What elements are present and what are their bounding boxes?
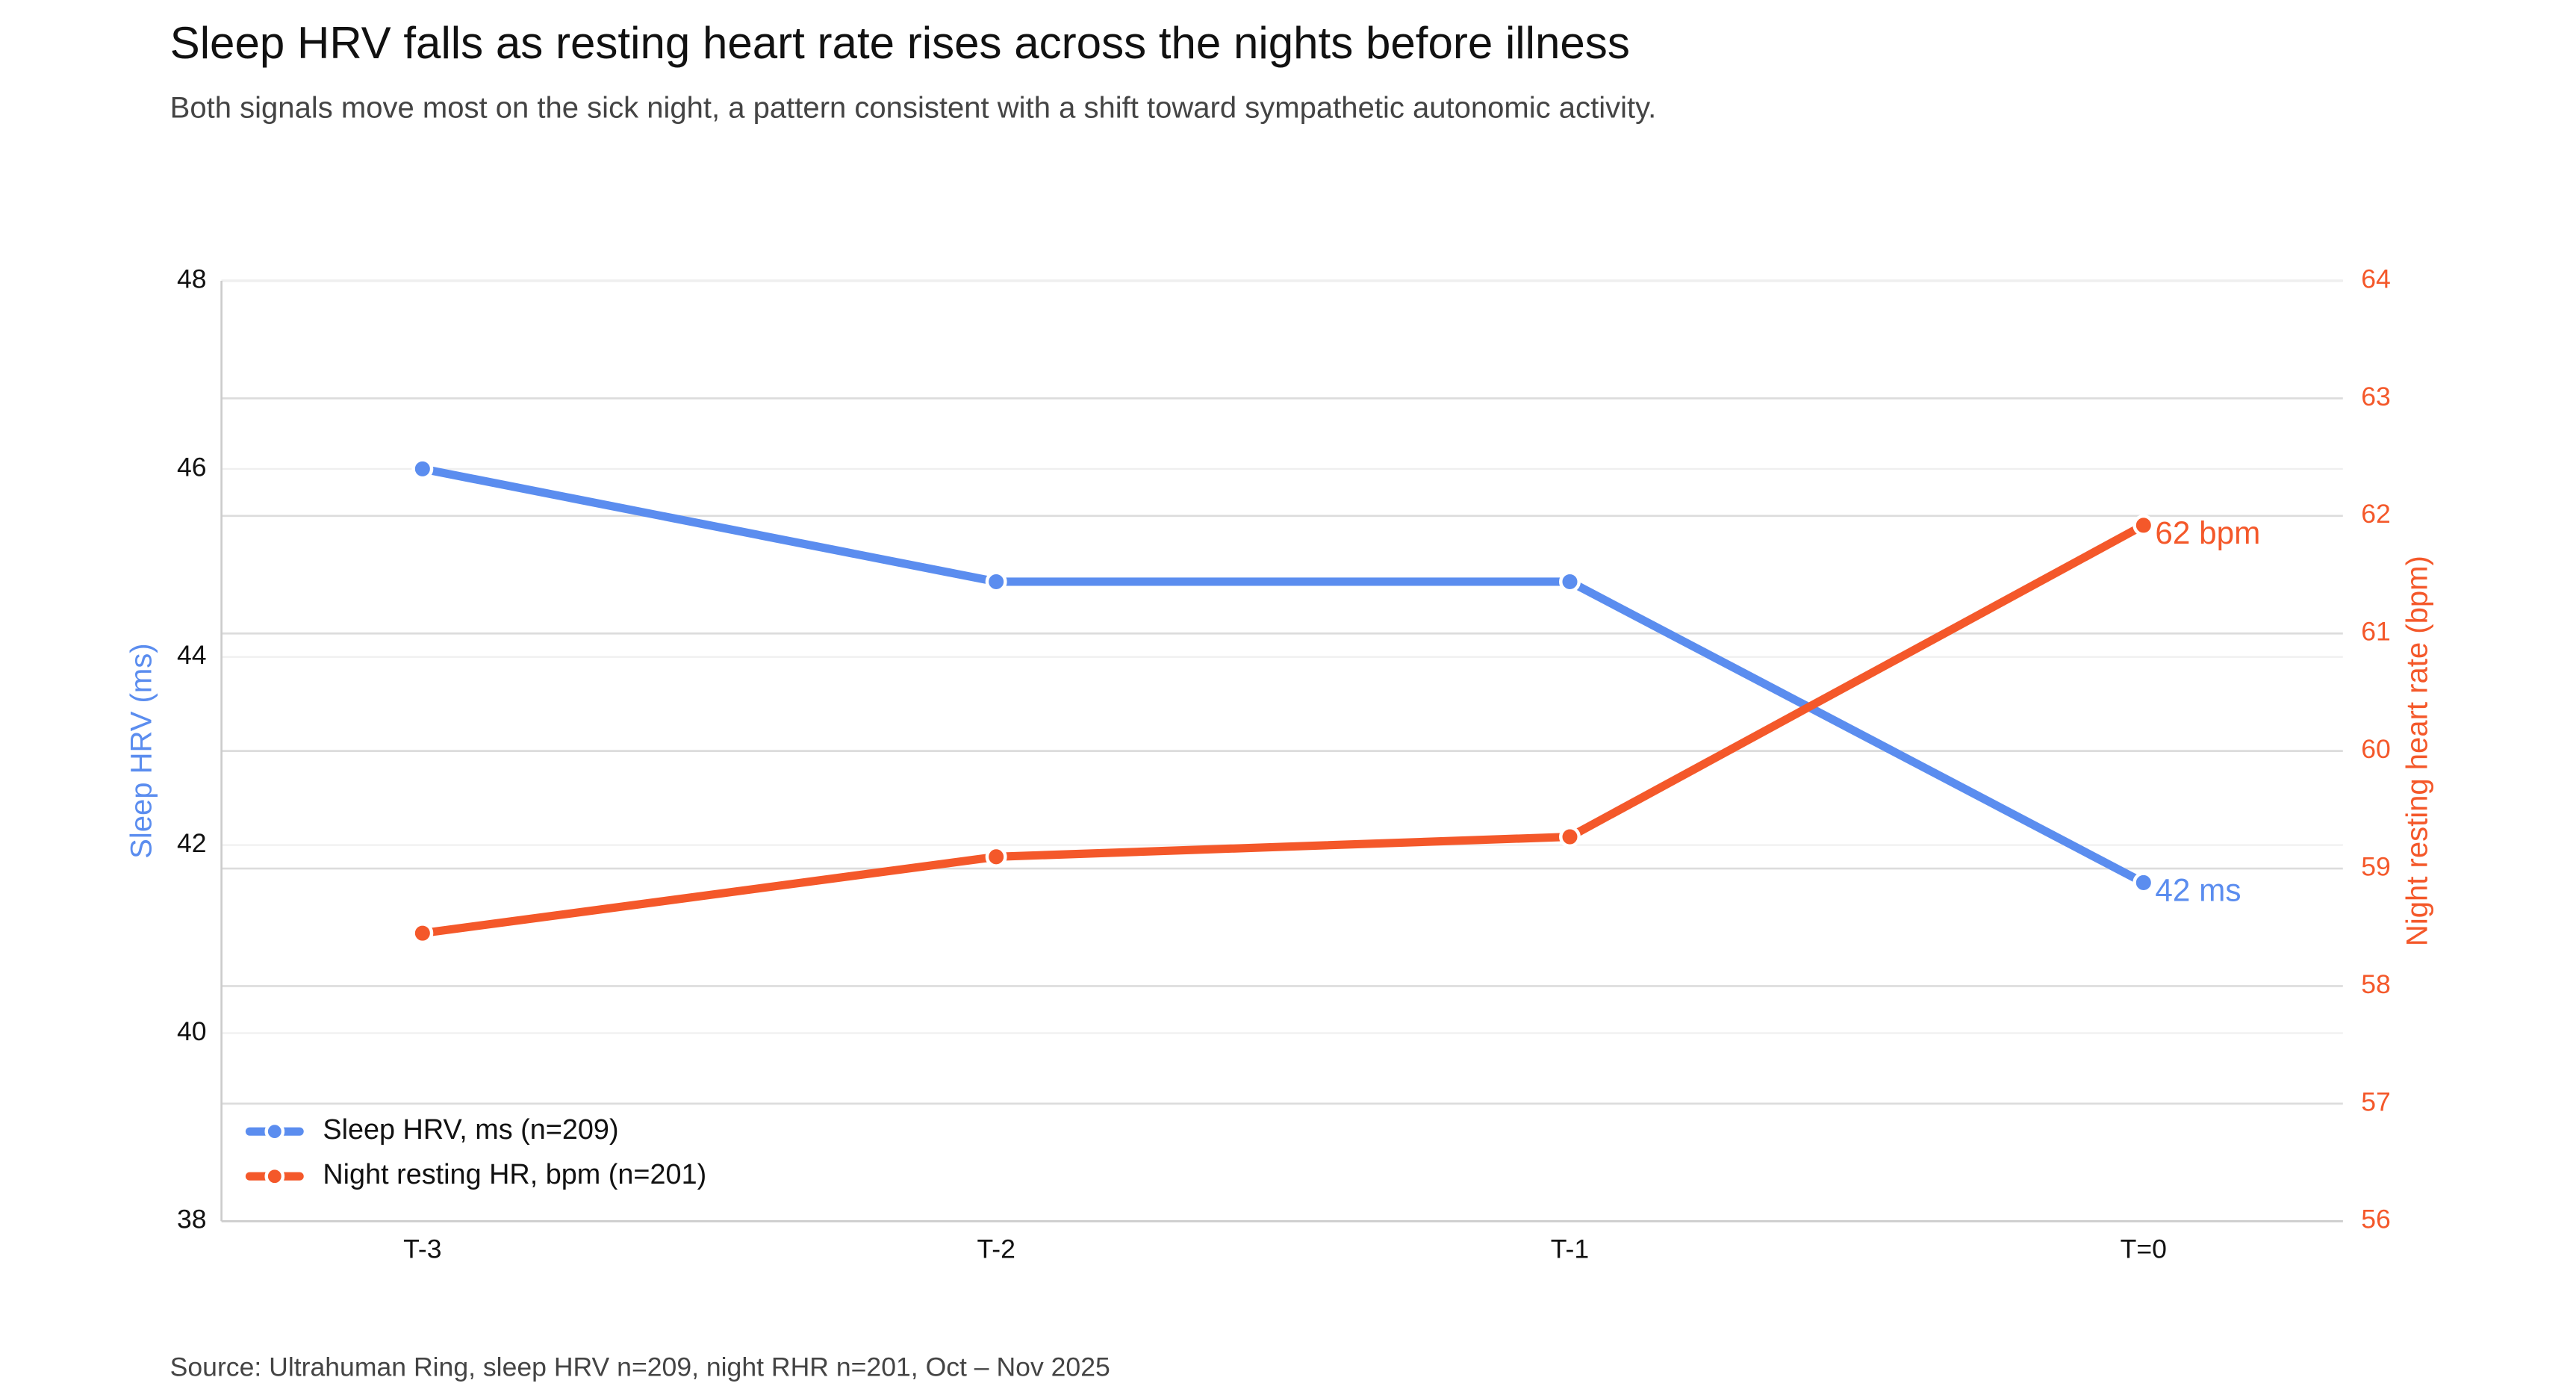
y2-tick-label: 60: [2361, 734, 2391, 764]
y2-tick-label: 62: [2361, 499, 2391, 529]
x-tick-label: T-1: [1551, 1234, 1589, 1264]
y-tick-label: 42: [177, 828, 207, 858]
chart-subtitle: Both signals move most on the sick night…: [170, 91, 1657, 124]
y2-tick-label: 56: [2361, 1205, 2391, 1234]
y2-tick-label: 59: [2361, 851, 2391, 881]
x-tick-label: T=0: [2121, 1234, 2167, 1264]
x-tick-label: T-3: [403, 1234, 441, 1264]
data-point: [1559, 571, 1581, 593]
data-point: [985, 845, 1007, 868]
data-point: [411, 922, 434, 945]
legend-label: Sleep HRV, ms (n=209): [323, 1114, 618, 1146]
y2-tick-label: 61: [2361, 617, 2391, 647]
y-tick-label: 44: [177, 640, 207, 670]
data-point: [2132, 514, 2155, 536]
y-tick-label: 38: [177, 1205, 207, 1234]
series-line: [421, 464, 2146, 886]
value-label: 42 ms: [2155, 872, 2241, 907]
data-point: [1559, 826, 1581, 848]
legend-label: Night resting HR, bpm (n=201): [323, 1159, 706, 1190]
data-point: [985, 571, 1007, 593]
y-tick-label: 46: [177, 452, 207, 482]
y-axis-label: Sleep HRV (ms): [125, 643, 158, 858]
data-point: [2132, 871, 2155, 894]
y2-tick-label: 63: [2361, 382, 2391, 411]
source-note: Source: Ultrahuman Ring, sleep HRV n=209…: [170, 1352, 1110, 1382]
y-tick-label: 48: [177, 264, 207, 293]
y2-tick-label: 57: [2361, 1087, 2391, 1116]
series-line: [422, 521, 2146, 938]
y-tick-label: 40: [177, 1016, 207, 1046]
legend-swatch-dot: [264, 1121, 285, 1142]
x-tick-label: T-2: [977, 1234, 1015, 1264]
chart-title: Sleep HRV falls as resting heart rate ri…: [170, 18, 1630, 68]
data-point: [411, 458, 434, 480]
y2-tick-label: 64: [2361, 264, 2391, 293]
legend-swatch-dot: [264, 1166, 285, 1187]
value-label: 62 bpm: [2155, 515, 2260, 550]
y2-axis-label: Night resting heart rate (bpm): [2401, 556, 2434, 946]
y2-tick-label: 58: [2361, 969, 2391, 999]
